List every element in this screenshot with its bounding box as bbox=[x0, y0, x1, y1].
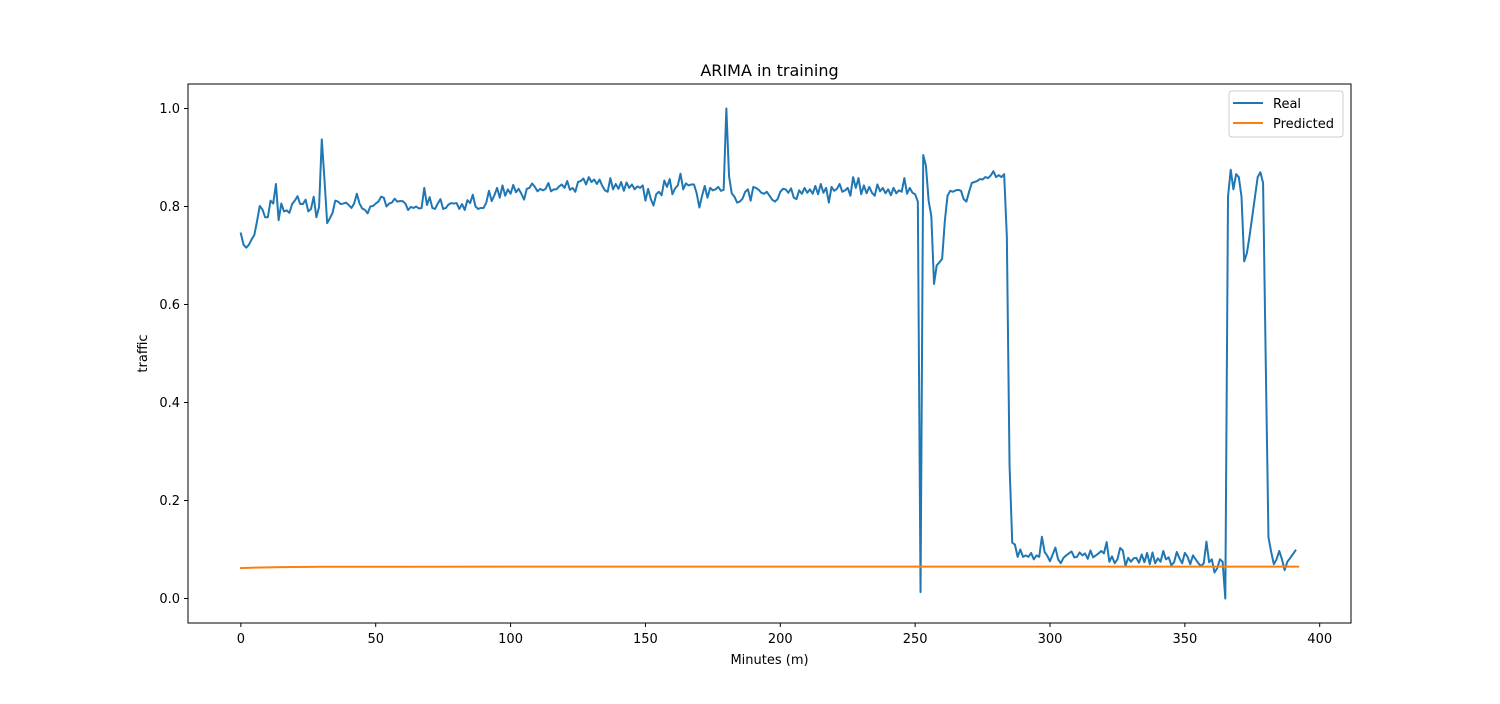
x-tick-label: 0 bbox=[237, 632, 245, 647]
y-tick-label: 0.6 bbox=[159, 298, 180, 313]
x-tick-label: 250 bbox=[903, 632, 928, 647]
legend-label-predicted: Predicted bbox=[1273, 117, 1334, 132]
y-tick-label: 0.2 bbox=[159, 494, 180, 509]
series-line-predicted bbox=[239, 565, 1300, 570]
x-axis-label: Minutes (m) bbox=[730, 653, 808, 668]
plot-frame bbox=[187, 83, 1352, 624]
legend-label-real: Real bbox=[1273, 97, 1301, 112]
y-axis: 0.0 0.2 0.4 0.6 0.8 1.0 bbox=[159, 102, 188, 607]
x-tick-label: 350 bbox=[1172, 632, 1197, 647]
y-tick-label: 0.8 bbox=[159, 200, 180, 215]
x-tick-label: 100 bbox=[498, 632, 523, 647]
x-axis: 0 50 100 150 200 250 300 350 400 bbox=[237, 623, 1332, 647]
y-tick-label: 1.0 bbox=[159, 102, 180, 117]
legend: Real Predicted bbox=[1228, 90, 1344, 138]
x-tick-label: 400 bbox=[1307, 632, 1332, 647]
series-line-real bbox=[239, 107, 1297, 600]
x-tick-label: 200 bbox=[768, 632, 793, 647]
series-layer bbox=[239, 107, 1300, 600]
y-axis-label: traffic bbox=[136, 334, 151, 372]
y-tick-label: 0.0 bbox=[159, 592, 180, 607]
x-tick-label: 50 bbox=[367, 632, 384, 647]
chart-title: ARIMA in training bbox=[700, 61, 838, 80]
x-tick-label: 300 bbox=[1038, 632, 1063, 647]
x-tick-label: 150 bbox=[633, 632, 658, 647]
y-tick-label: 0.4 bbox=[159, 396, 180, 411]
